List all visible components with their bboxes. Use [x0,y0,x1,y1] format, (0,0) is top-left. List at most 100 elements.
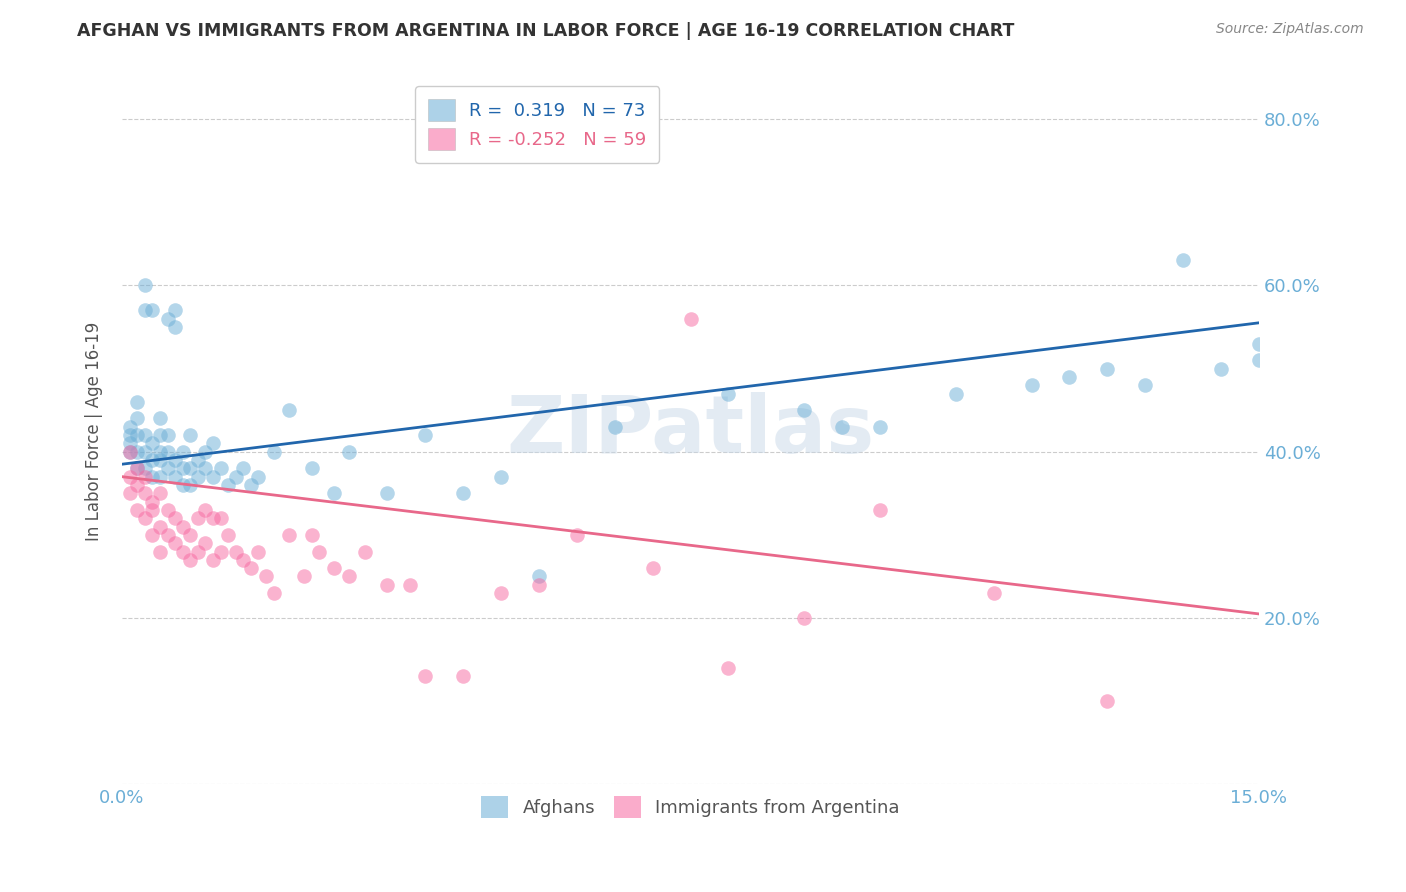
Point [247,544,270,558]
Point [127,428,149,442]
Point [134,461,156,475]
Point [194,461,217,475]
Point [869,503,891,517]
Point [118,486,141,500]
Point [225,544,247,558]
Point [165,469,187,483]
Point [118,428,141,442]
Point [134,428,156,442]
Point [156,461,179,475]
Point [353,544,375,558]
Point [1059,370,1081,384]
Point [179,553,201,567]
Point [141,528,163,542]
Point [134,303,156,318]
Point [134,486,156,500]
Point [945,386,967,401]
Point [793,403,815,417]
Point [141,469,163,483]
Point [254,569,277,583]
Point [179,478,201,492]
Point [172,444,194,458]
Point [308,544,330,558]
Point [172,544,194,558]
Point [1097,361,1119,376]
Point [225,469,247,483]
Point [339,444,361,458]
Point [149,469,172,483]
Point [451,669,474,683]
Point [127,444,149,458]
Point [301,528,323,542]
Point [118,469,141,483]
Point [717,661,740,675]
Point [793,611,815,625]
Point [232,461,254,475]
Point [292,569,315,583]
Point [118,444,141,458]
Point [156,503,179,517]
Point [1173,253,1195,268]
Point [277,403,299,417]
Point [641,561,664,575]
Point [141,436,163,450]
Point [831,419,853,434]
Point [209,461,232,475]
Point [323,486,346,500]
Point [134,469,156,483]
Text: Source: ZipAtlas.com: Source: ZipAtlas.com [1216,22,1364,37]
Point [527,578,550,592]
Legend: Afghans, Immigrants from Argentina: Afghans, Immigrants from Argentina [474,789,907,825]
Point [134,444,156,458]
Point [134,278,156,293]
Point [127,478,149,492]
Point [717,386,740,401]
Point [1097,694,1119,708]
Point [127,461,149,475]
Point [118,444,141,458]
Point [187,453,209,467]
Point [399,578,422,592]
Point [201,511,224,525]
Point [172,519,194,533]
Point [301,461,323,475]
Point [1247,353,1270,368]
Point [201,553,224,567]
Point [179,461,201,475]
Point [127,411,149,425]
Point [603,419,626,434]
Point [375,486,398,500]
Point [194,503,217,517]
Point [339,569,361,583]
Point [187,544,209,558]
Point [187,469,209,483]
Point [118,419,141,434]
Point [127,461,149,475]
Point [156,311,179,326]
Point [209,511,232,525]
Point [194,444,217,458]
Point [127,394,149,409]
Point [149,411,172,425]
Point [263,586,285,600]
Point [217,478,239,492]
Point [118,436,141,450]
Point [141,494,163,508]
Point [149,428,172,442]
Point [156,444,179,458]
Point [239,561,262,575]
Point [323,561,346,575]
Point [127,503,149,517]
Point [179,428,201,442]
Point [165,536,187,550]
Point [141,303,163,318]
Point [194,536,217,550]
Point [277,528,299,542]
Point [141,453,163,467]
Point [156,428,179,442]
Point [172,461,194,475]
Point [232,553,254,567]
Point [179,528,201,542]
Point [489,586,512,600]
Point [565,528,588,542]
